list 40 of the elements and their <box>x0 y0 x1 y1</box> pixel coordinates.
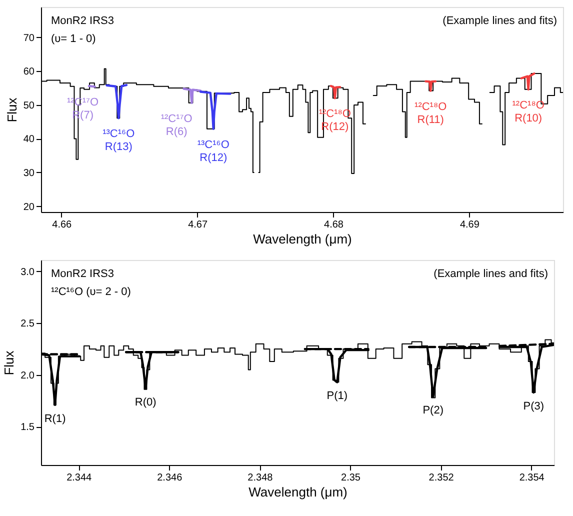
text: (Example lines and fits) <box>434 268 548 280</box>
y-axis-title: Flux <box>2 350 17 376</box>
series-label: ¹²C¹⁸O R(10) <box>512 99 545 124</box>
x-tick-label: 2.346 <box>157 472 183 484</box>
y-tick-label: 30 <box>23 168 35 179</box>
x-tick-label: 4.68 <box>324 220 344 230</box>
y-tick-label: 2.0 <box>20 370 35 382</box>
y-tick-label: 40 <box>23 134 35 146</box>
series-label: ¹³C¹⁶O R(13) <box>102 128 136 154</box>
x-tick-label: 2.352 <box>428 472 454 484</box>
y-tick-label: 3.0 <box>20 266 35 278</box>
y-axis-title: Flux <box>4 97 20 122</box>
y-tick-label: 60 <box>23 66 35 78</box>
x-tick-label: 2.348 <box>248 472 274 484</box>
x-tick-label: 4.67 <box>188 220 208 230</box>
y-tick-label: 50 <box>23 100 35 112</box>
annotation: ¹²C¹⁶O (υ= 2 - 0) <box>51 286 131 298</box>
y-tick-label: 1.5 <box>20 422 35 434</box>
annotation: P(1) <box>326 390 348 402</box>
annotation: MonR2 IRS3 <box>51 15 114 27</box>
x-tick-label: 2.35 <box>341 472 361 484</box>
series-label: ¹³C¹⁶O R(12) <box>197 138 230 164</box>
y-tick-label: 20 <box>23 202 35 213</box>
annotation: P(3) <box>523 400 544 413</box>
x-tick-label: 4.66 <box>52 220 72 230</box>
text: (Example lines and fits) <box>442 15 557 27</box>
y-tick-label: 70 <box>23 32 35 44</box>
annotation: R(1) <box>44 412 66 425</box>
x-tick-label: 2.344 <box>66 472 92 484</box>
x-axis-title: Wavelength (μm) <box>253 232 352 246</box>
series-label: ¹²C¹⁸O R(11) <box>414 100 448 126</box>
y-tick-label: 2.5 <box>20 318 35 330</box>
x-axis-title: Wavelength (μm) <box>248 484 348 500</box>
x-tick-label: 4.69 <box>460 220 480 230</box>
annotation: (υ= 1 - 0) <box>51 33 96 45</box>
annotation: MonR2 IRS3 <box>51 268 114 280</box>
x-tick-label: 2.354 <box>519 472 545 484</box>
annotation: R(0) <box>134 396 156 408</box>
annotation: P(2) <box>422 404 444 417</box>
series-label: ¹²C¹⁷O R(6) <box>160 112 193 138</box>
